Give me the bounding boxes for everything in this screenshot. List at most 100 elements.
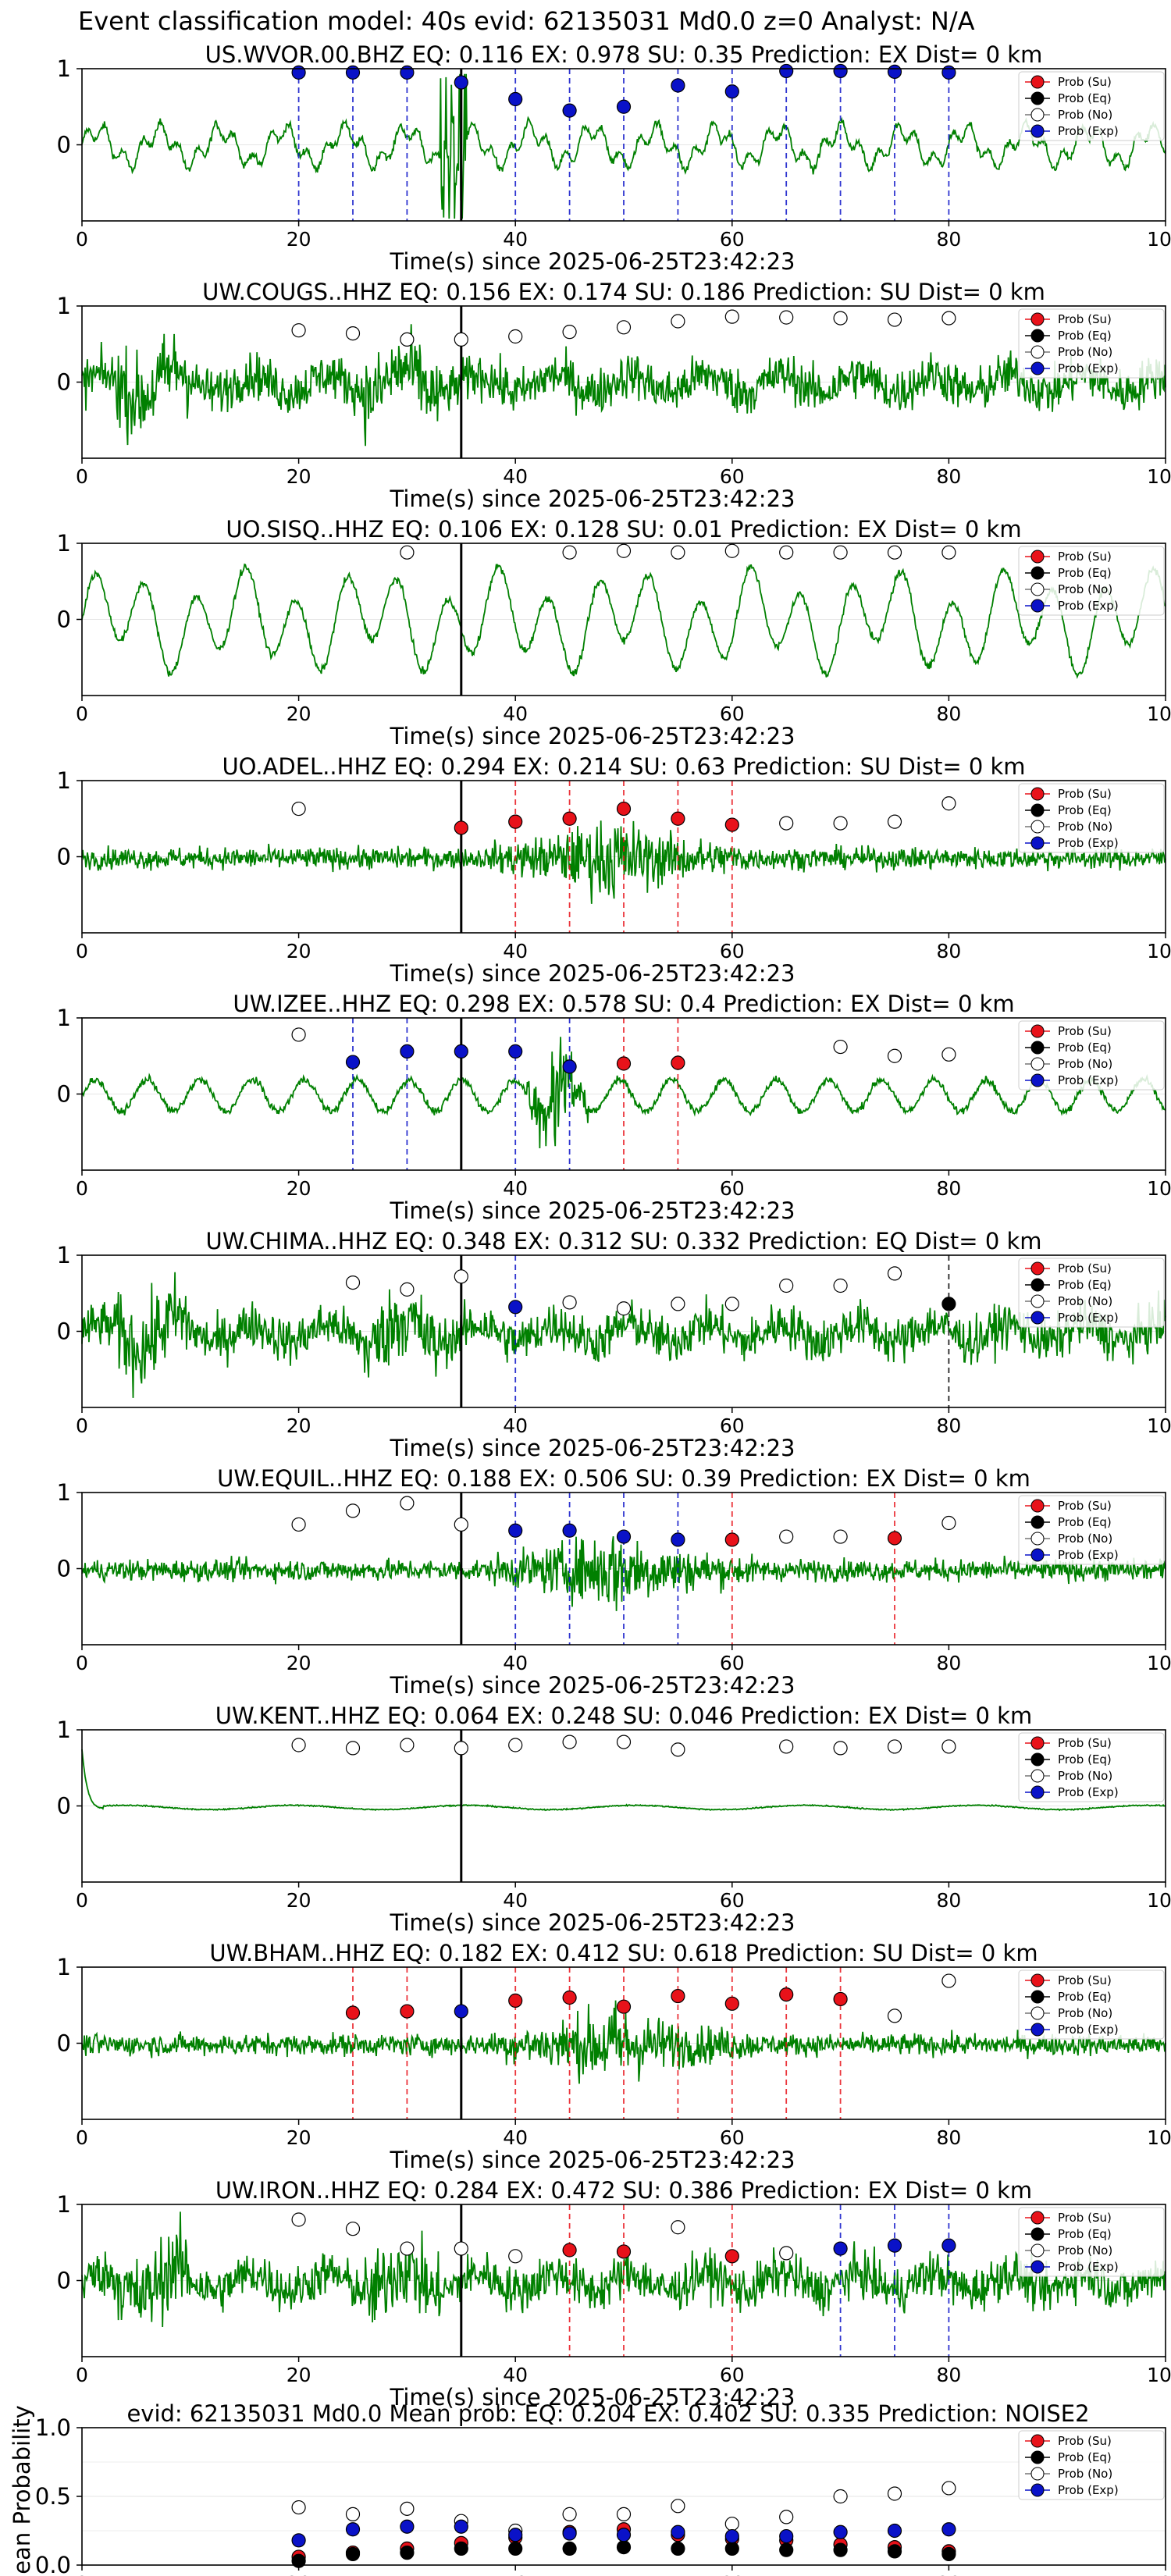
x-tick-label: 20 xyxy=(287,1414,311,1437)
prob-marker-no xyxy=(887,1266,902,1281)
prob-marker-no xyxy=(671,314,685,329)
prob-marker-su xyxy=(616,801,632,817)
x-tick-label: 80 xyxy=(936,2572,961,2576)
legend-marker-exp xyxy=(1030,1311,1045,1325)
x-tick-label: 100 xyxy=(1147,1414,1171,1437)
prob-marker-su xyxy=(724,2249,739,2264)
y-tick-label: 1 xyxy=(57,1717,71,1743)
prob-marker-no xyxy=(941,1515,956,1531)
panel-7: UW.EQUIL..HHZ EQ: 0.188 EX: 0.506 SU: 0.… xyxy=(57,1465,1171,1699)
prob-marker-no xyxy=(508,1738,523,1752)
x-tick-label: 0 xyxy=(76,2126,88,2149)
legend: Prob (Su) Prob (Eq) Prob (No) Prob (Exp) xyxy=(1018,308,1165,379)
panel-title: UO.SISQ..HHZ EQ: 0.106 EX: 0.128 SU: 0.0… xyxy=(226,516,1021,543)
prob-marker-exp xyxy=(508,1523,523,1538)
prob-marker-no xyxy=(291,2212,306,2227)
legend-label-no: Prob (No) xyxy=(1058,1769,1112,1783)
legend-marker-exp xyxy=(1030,2023,1045,2037)
legend-label-su: Prob (Su) xyxy=(1058,550,1112,564)
panel-title: evid: 62135031 Md0.0 Mean prob: EQ: 0.20… xyxy=(126,2400,1089,2427)
legend-marker-exp xyxy=(1030,361,1045,375)
prob-marker-no xyxy=(887,545,902,560)
prob-marker-no xyxy=(779,310,794,325)
x-tick-label: 20 xyxy=(287,940,311,962)
legend-label-eq: Prob (Eq) xyxy=(1058,803,1112,817)
legend-label-su: Prob (Su) xyxy=(1058,1261,1112,1276)
legend-label-su: Prob (Su) xyxy=(1058,787,1112,801)
prob-marker-no xyxy=(887,814,902,829)
mean-marker-exp xyxy=(724,2528,739,2544)
legend-marker-exp xyxy=(1030,1073,1045,1087)
y-tick-label: 0 xyxy=(57,1793,71,1820)
prob-marker-no xyxy=(400,2241,415,2256)
figure-suptitle: Event classification model: 40s evid: 62… xyxy=(78,6,975,36)
prob-marker-no xyxy=(291,1517,306,1532)
y-tick-label: 0 xyxy=(57,607,71,633)
legend: Prob (Su) Prob (Eq) Prob (No) Prob (Exp) xyxy=(1018,546,1165,616)
x-tick-label: 80 xyxy=(936,2126,961,2149)
prob-marker-no xyxy=(779,1739,794,1754)
mean-marker-no xyxy=(345,2507,361,2521)
prob-marker-no xyxy=(941,545,956,560)
mean-marker-eq xyxy=(779,2542,794,2557)
prob-marker-exp xyxy=(941,65,956,80)
legend-marker-no xyxy=(1030,2006,1045,2020)
y-axis-label: Mean Probability xyxy=(9,2405,35,2576)
x-tick-label: 100 xyxy=(1147,2126,1171,2149)
x-tick-label: 20 xyxy=(287,1177,311,1200)
prob-marker-exp xyxy=(887,64,902,80)
legend: Prob (Su) Prob (Eq) Prob (No) Prob (Exp) xyxy=(1018,1258,1165,1328)
mean-marker-eq xyxy=(671,2541,685,2556)
y-tick-label: 1 xyxy=(57,2191,71,2218)
panel-9: UW.BHAM..HHZ EQ: 0.182 EX: 0.412 SU: 0.6… xyxy=(57,1940,1171,2173)
prob-marker-su xyxy=(345,2005,361,2020)
legend-frame xyxy=(1018,783,1165,853)
mean-marker-exp xyxy=(291,2533,306,2548)
prob-marker-no xyxy=(833,1039,848,1055)
legend-label-no: Prob (No) xyxy=(1058,1532,1112,1546)
y-tick-label: 1 xyxy=(57,1479,71,1506)
x-tick-label: 40 xyxy=(503,940,528,962)
prob-marker-exp xyxy=(508,1044,523,1059)
legend-label-eq: Prob (Eq) xyxy=(1058,91,1112,105)
prob-marker-su xyxy=(887,1531,902,1546)
prob-marker-no xyxy=(833,1741,848,1756)
legend-marker-eq xyxy=(1030,329,1045,343)
legend-marker-eq xyxy=(1030,1515,1045,1529)
legend-label-su: Prob (Su) xyxy=(1058,2434,1112,2448)
mean-marker-eq xyxy=(887,2544,902,2559)
legend-marker-exp xyxy=(1030,124,1045,138)
panel-title: UW.BHAM..HHZ EQ: 0.182 EX: 0.412 SU: 0.6… xyxy=(209,1940,1038,1966)
prob-marker-no xyxy=(616,543,632,558)
prob-marker-no xyxy=(671,1297,685,1311)
prob-marker-eq xyxy=(941,1297,956,1311)
panel-title: UW.KENT..HHZ EQ: 0.064 EX: 0.248 SU: 0.0… xyxy=(215,1703,1032,1729)
prob-marker-no xyxy=(616,1301,632,1316)
y-tick-label: 1 xyxy=(57,767,71,794)
legend-marker-no xyxy=(1030,2467,1045,2481)
prob-marker-su xyxy=(724,817,739,832)
legend-marker-exp xyxy=(1030,2260,1045,2274)
prob-marker-exp xyxy=(616,1529,632,1544)
legend-label-exp: Prob (Exp) xyxy=(1058,2483,1119,2497)
prob-marker-no xyxy=(562,325,577,340)
prob-marker-su xyxy=(616,1056,632,1071)
legend-frame xyxy=(1018,308,1165,379)
legend-frame xyxy=(1018,2430,1165,2500)
x-tick-label: 100 xyxy=(1147,1889,1171,1912)
legend-frame xyxy=(1018,2207,1165,2277)
panel-10: UW.IRON..HHZ EQ: 0.284 EX: 0.472 SU: 0.3… xyxy=(57,2177,1171,2411)
prob-marker-no xyxy=(345,1503,361,1518)
mean-marker-exp xyxy=(887,2523,902,2539)
prob-marker-exp xyxy=(345,1055,361,1069)
y-tick-label: 1 xyxy=(57,1954,71,1980)
legend-label-exp: Prob (Exp) xyxy=(1058,2023,1119,2037)
legend-label-no: Prob (No) xyxy=(1058,1294,1112,1308)
legend-marker-no xyxy=(1030,2243,1045,2258)
x-tick-label: 0 xyxy=(76,2364,88,2386)
legend-label-su: Prob (Su) xyxy=(1058,75,1112,89)
waveform-trace xyxy=(81,820,1166,904)
prob-marker-su xyxy=(724,1996,739,2011)
legend-label-exp: Prob (Exp) xyxy=(1058,361,1119,375)
prob-marker-no xyxy=(833,545,848,560)
